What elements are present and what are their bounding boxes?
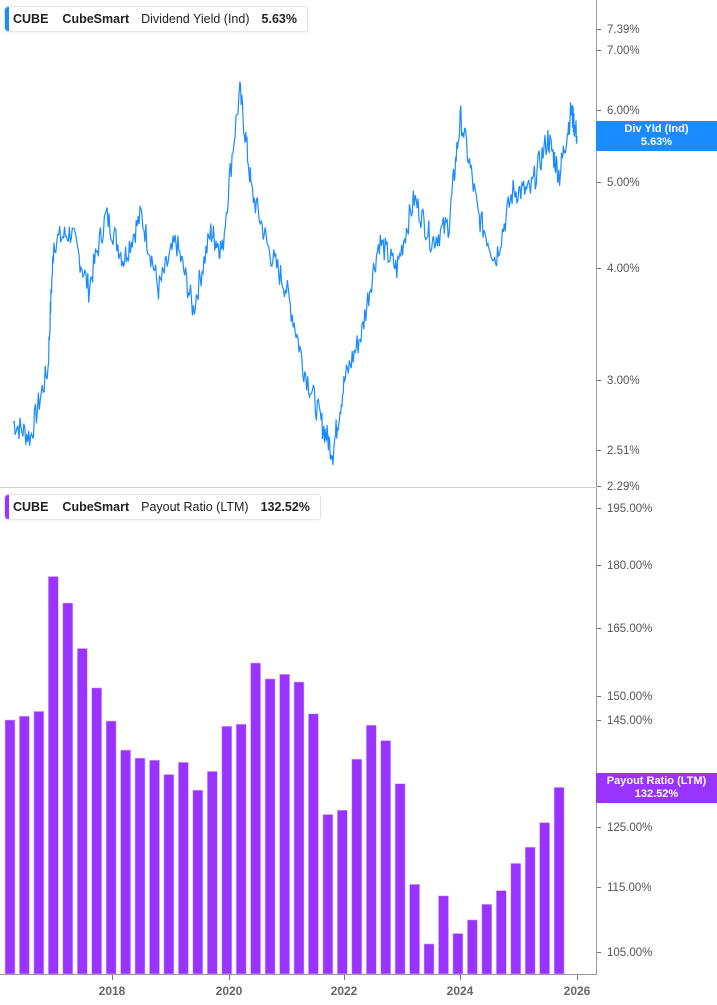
series-color-marker	[5, 7, 9, 31]
bottom-y-axis-line	[596, 488, 597, 975]
top-y-axis-line	[596, 0, 597, 488]
top-y-tick-label: 7.00%	[597, 45, 640, 57]
x-tick-label: 2018	[98, 984, 126, 998]
x-tick-mark	[577, 975, 578, 980]
x-tick-label: 2022	[330, 984, 358, 998]
bottom-y-tick-label: 165.00%	[597, 623, 652, 635]
top-y-tick-label: 3.00%	[597, 375, 640, 387]
dividend-yield-legend[interactable]: CUBE CubeSmart Dividend Yield (Ind) 5.63…	[4, 6, 308, 32]
x-tick-mark	[460, 975, 461, 980]
legend-company: CubeSmart	[62, 12, 130, 26]
x-tick-label: 2020	[215, 984, 243, 998]
bottom-y-tick-label: 180.00%	[597, 560, 652, 572]
bottom-y-tick-label: 145.00%	[597, 715, 652, 727]
panel-separator[interactable]	[0, 487, 597, 488]
flag-label: Payout Ratio (LTM)	[606, 775, 707, 787]
legend-metric: Payout Ratio (LTM)	[141, 500, 249, 514]
top-y-tick-label: 6.00%	[597, 105, 640, 117]
bottom-y-tick-label: 105.00%	[597, 947, 652, 959]
legend-value: 5.63%	[261, 12, 297, 26]
top-y-tick-label: 7.39%	[597, 24, 640, 36]
payout-ratio-legend[interactable]: CUBE CubeSmart Payout Ratio (LTM) 132.52…	[4, 494, 321, 520]
legend-ticker: CUBE	[13, 12, 49, 26]
payout-ratio-panel: CUBE CubeSmart Payout Ratio (LTM) 132.52…	[0, 488, 717, 978]
flag-value: 132.52%	[634, 788, 679, 800]
x-tick-mark	[112, 975, 113, 980]
x-tick-label: 2024	[446, 984, 474, 998]
top-y-tick-label: 5.00%	[597, 177, 640, 189]
bottom-y-tick-label: 195.00%	[597, 503, 652, 515]
series-color-marker	[5, 495, 9, 519]
payout-ratio-value-flag: Payout Ratio (LTM) 132.52%	[596, 773, 717, 803]
flag-label: Div Yld (Ind)	[624, 123, 689, 135]
x-axis-line	[0, 974, 597, 975]
flag-value: 5.63%	[640, 136, 673, 148]
top-y-tick-label: 2.51%	[597, 445, 640, 457]
x-tick-label: 2026	[563, 984, 591, 998]
legend-value: 132.52%	[260, 500, 310, 514]
legend-metric: Dividend Yield (Ind)	[141, 12, 250, 26]
dividend-yield-panel: CUBE CubeSmart Dividend Yield (Ind) 5.63…	[0, 0, 717, 488]
legend-ticker: CUBE	[13, 500, 49, 514]
dividend-yield-line-chart[interactable]	[0, 0, 597, 488]
bottom-y-tick-label: 150.00%	[597, 691, 652, 703]
x-tick-mark	[229, 975, 230, 980]
x-tick-mark	[344, 975, 345, 980]
bottom-y-tick-label: 115.00%	[597, 882, 652, 894]
dividend-yield-value-flag: Div Yld (Ind) 5.63%	[596, 121, 717, 151]
legend-company: CubeSmart	[62, 500, 130, 514]
top-y-tick-label: 4.00%	[597, 263, 640, 275]
bottom-y-tick-label: 125.00%	[597, 822, 652, 834]
dividend-yield-line[interactable]	[12, 81, 578, 465]
top-y-tick-label: 2.29%	[597, 481, 640, 493]
